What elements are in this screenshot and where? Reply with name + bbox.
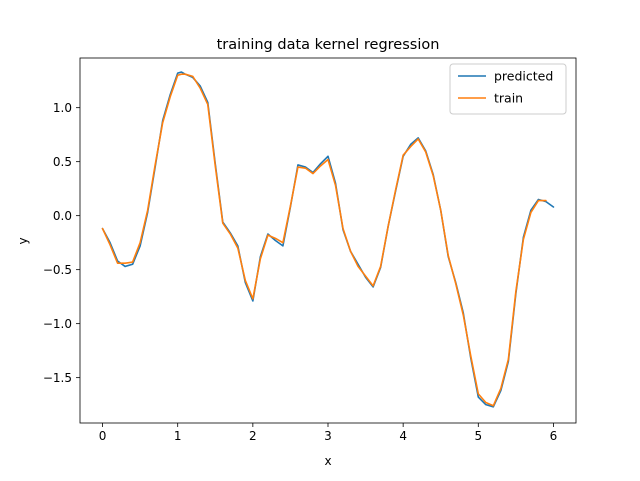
y-tick-label: 1.0: [53, 101, 72, 115]
x-axis: 0 1 2 3 4 5 6: [99, 423, 558, 443]
y-tick-label: −1.0: [43, 317, 72, 331]
x-tick-label: 0: [99, 429, 107, 443]
y-tick-label: −1.5: [43, 371, 72, 385]
x-axis-label: x: [324, 454, 331, 468]
legend-label-train: train: [494, 91, 523, 106]
y-tick-label: 0.5: [53, 155, 72, 169]
y-tick-label: −0.5: [43, 263, 72, 277]
legend: predicted train: [449, 63, 567, 115]
chart-title: training data kernel regression: [217, 37, 440, 53]
y-tick-label: 0.0: [53, 209, 72, 223]
x-tick-label: 1: [174, 429, 182, 443]
legend-label-predicted: predicted: [494, 69, 553, 84]
x-tick-label: 5: [474, 429, 482, 443]
y-axis: −1.5 −1.0 −0.5 0.0 0.5 1.0: [43, 101, 80, 385]
plot-lines: [101, 71, 555, 408]
y-axis-label: y: [16, 237, 30, 244]
x-tick-label: 4: [399, 429, 407, 443]
x-tick-label: 2: [249, 429, 257, 443]
x-tick-label: 3: [324, 429, 332, 443]
series-line-train: [101, 73, 547, 407]
x-tick-label: 6: [550, 429, 558, 443]
